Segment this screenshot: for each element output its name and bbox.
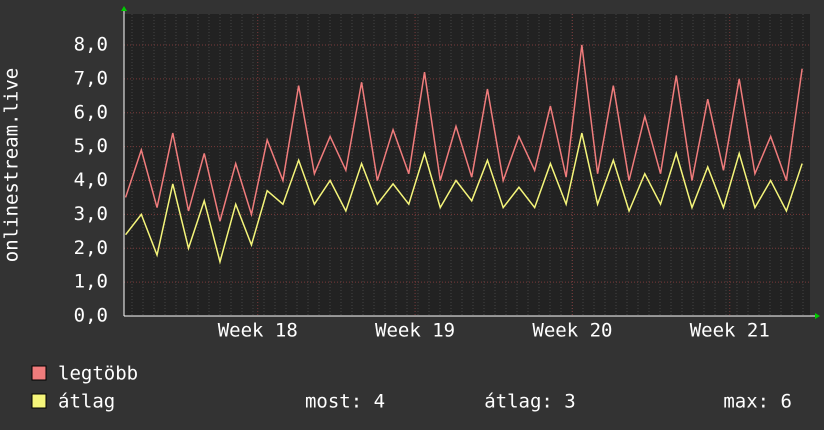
legend-label: legtöbb <box>58 363 138 385</box>
legend-swatch <box>31 365 47 381</box>
y-tick-label: 0,0 <box>74 305 108 327</box>
arrow <box>815 313 820 319</box>
y-tick-label: 3,0 <box>74 203 108 225</box>
x-tick-label: Week 19 <box>375 320 455 342</box>
x-tick-label: Week 21 <box>690 320 770 342</box>
x-tick-label: Week 18 <box>218 320 298 342</box>
legend-label: átlag <box>58 391 115 413</box>
y-tick-label: 5,0 <box>74 135 108 157</box>
stat: max: 6 <box>723 391 792 413</box>
legend-swatch <box>31 393 47 409</box>
y-axis-label: onlinestream.live <box>1 68 23 262</box>
y-tick-label: 2,0 <box>74 237 108 259</box>
y-tick-label: 6,0 <box>74 101 108 123</box>
x-tick-label: Week 20 <box>532 320 612 342</box>
plot-area <box>124 14 810 316</box>
y-tick-label: 7,0 <box>74 67 108 89</box>
stat: most: 4 <box>305 391 385 413</box>
series-line <box>124 132 803 265</box>
arrow <box>121 6 127 11</box>
y-tick-label: 8,0 <box>74 34 108 56</box>
y-tick-label: 1,0 <box>74 271 108 293</box>
y-tick-label: 4,0 <box>74 169 108 191</box>
series-line <box>124 44 803 222</box>
stat: átlag: 3 <box>484 391 576 413</box>
